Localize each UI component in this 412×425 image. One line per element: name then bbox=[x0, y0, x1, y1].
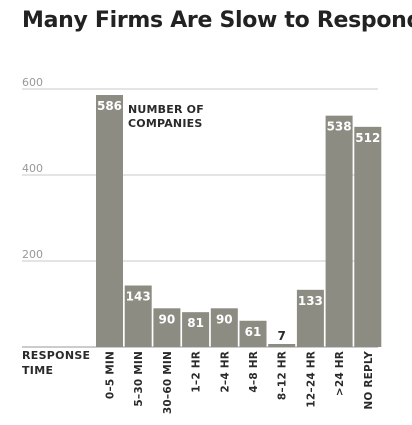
category-label-3: 1–2 HR bbox=[191, 351, 203, 393]
annotation-line-2: COMPANIES bbox=[128, 117, 202, 130]
category-label-5: 4–8 HR bbox=[248, 351, 260, 393]
bar-4 bbox=[210, 308, 238, 347]
y-tick-label: 600 bbox=[22, 76, 43, 89]
value-label-3: 81 bbox=[187, 316, 204, 330]
bar-8 bbox=[325, 115, 353, 347]
value-label-8: 538 bbox=[327, 120, 352, 134]
value-label-0: 586 bbox=[97, 99, 122, 113]
value-label-7: 133 bbox=[298, 294, 323, 308]
category-label-6: 8–12 HR bbox=[277, 351, 289, 400]
bar-0 bbox=[96, 95, 123, 348]
value-label-1: 143 bbox=[126, 290, 151, 304]
category-label-0: 0–5 MIN bbox=[105, 351, 117, 399]
category-label-4: 2–4 HR bbox=[219, 351, 231, 393]
y-tick-label: 200 bbox=[22, 248, 43, 261]
x-axis-label-line-2: TIME bbox=[22, 364, 53, 377]
value-label-4: 90 bbox=[216, 312, 233, 326]
value-label-9: 512 bbox=[355, 131, 380, 145]
value-label-6: 7 bbox=[278, 329, 286, 343]
bar-2 bbox=[153, 308, 181, 347]
bar-5 bbox=[239, 320, 267, 347]
bar-1 bbox=[124, 285, 152, 347]
category-label-1: 5–30 MIN bbox=[133, 351, 145, 407]
value-label-2: 90 bbox=[159, 312, 176, 326]
bar-9 bbox=[354, 126, 382, 347]
x-axis-label-line-1: RESPONSE bbox=[22, 349, 90, 362]
bar-7 bbox=[296, 289, 324, 347]
category-label-7: 12–24 HR bbox=[305, 351, 317, 408]
category-label-8: >24 HR bbox=[334, 351, 346, 396]
y-tick-label: 400 bbox=[22, 162, 43, 175]
gridlines: 200 400 600 bbox=[22, 76, 378, 348]
chart-title: Many Firms Are Slow to Respond bbox=[22, 8, 412, 33]
category-label-9: NO REPLY bbox=[363, 351, 375, 410]
bar-3 bbox=[182, 312, 210, 347]
bar-6 bbox=[268, 343, 296, 347]
annotation-line-1: NUMBER OF bbox=[128, 103, 204, 116]
bars bbox=[96, 95, 382, 348]
value-label-5: 61 bbox=[245, 325, 262, 339]
category-label-2: 30–60 MIN bbox=[162, 351, 174, 414]
category-labels: 0–5 MIN 5–30 MIN 30–60 MIN 1–2 HR 2–4 HR 4–8 … bbox=[105, 351, 375, 414]
